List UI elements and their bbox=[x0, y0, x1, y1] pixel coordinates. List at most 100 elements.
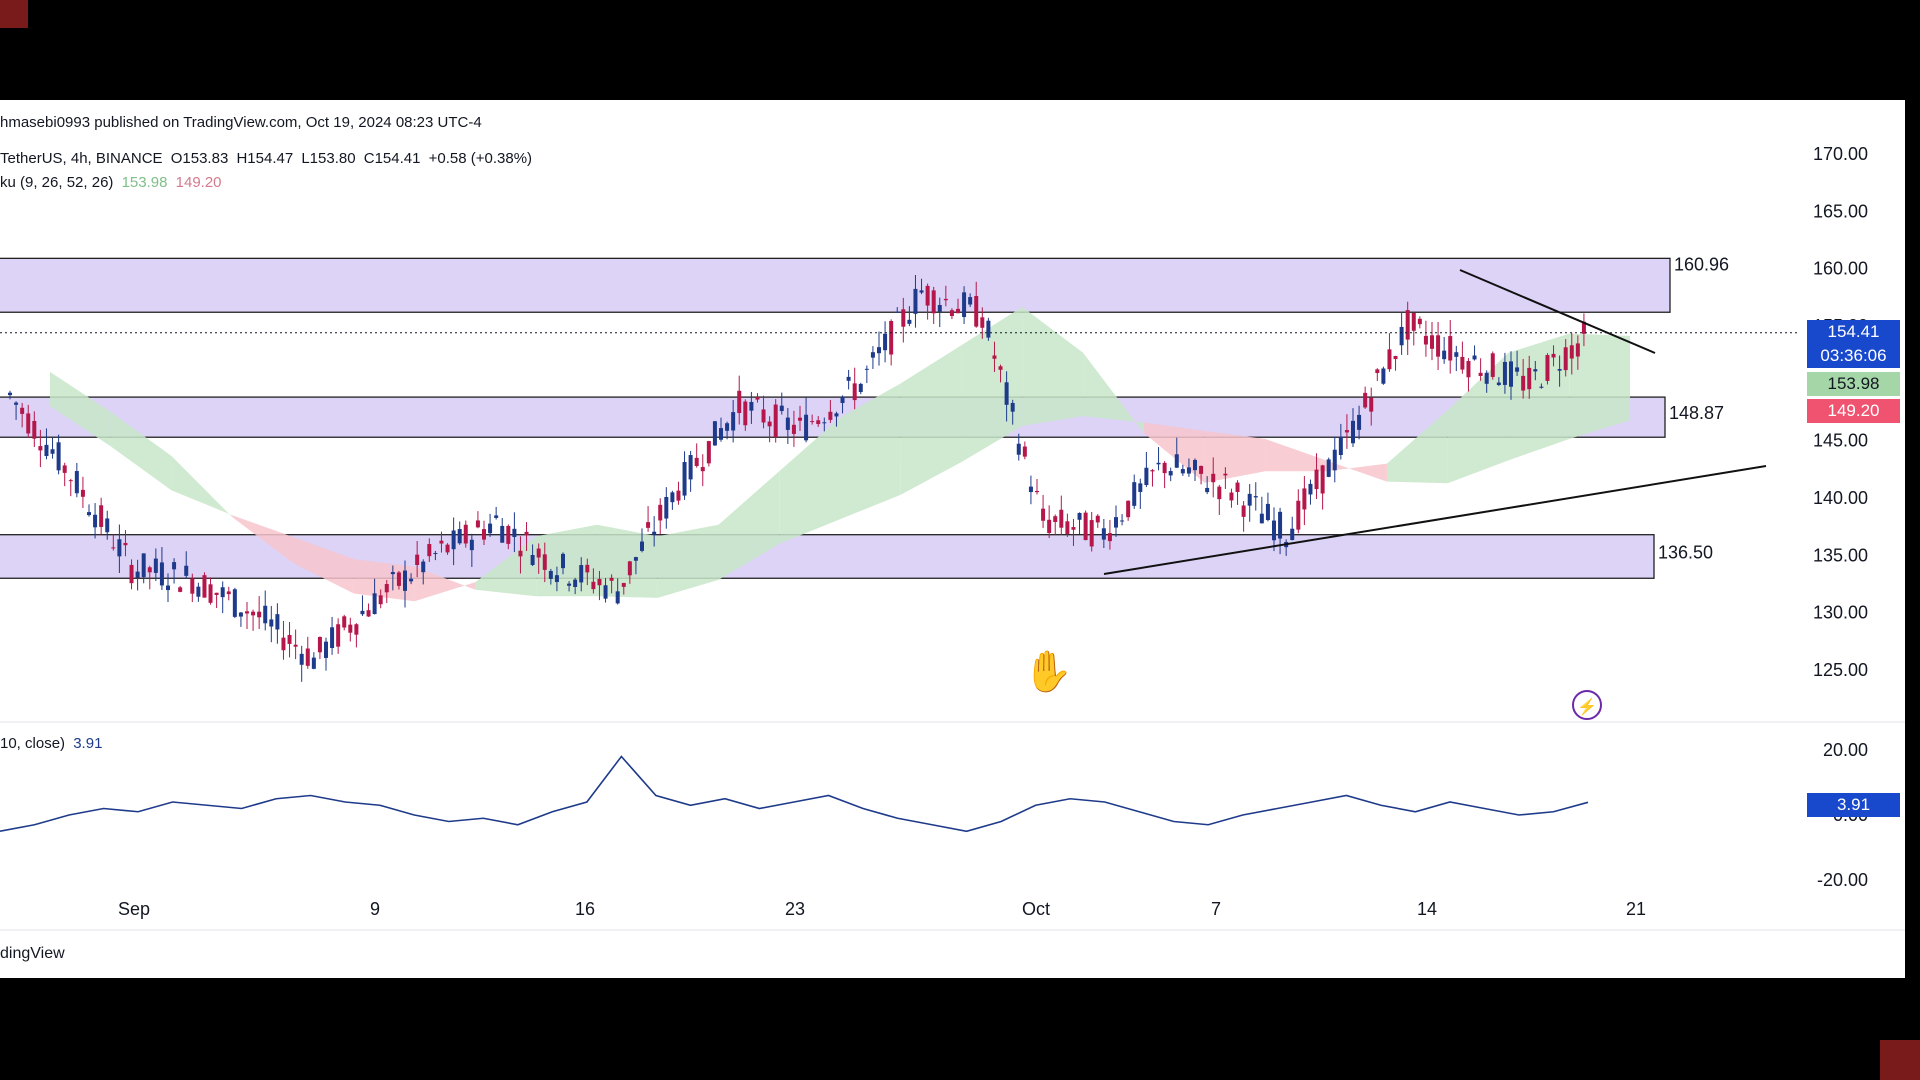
ichimoku-cloud-segment bbox=[1204, 430, 1266, 483]
candle-body bbox=[1411, 312, 1416, 331]
candle-body bbox=[737, 390, 742, 414]
ichimoku-cloud-segment bbox=[1083, 352, 1144, 434]
candle-body bbox=[1320, 465, 1325, 494]
candle-body bbox=[907, 319, 912, 324]
candle-body bbox=[798, 417, 802, 421]
price-axis-label: 130.00 bbox=[1813, 603, 1868, 623]
candle-body bbox=[311, 657, 316, 669]
candle-body bbox=[8, 392, 12, 396]
candle-body bbox=[962, 292, 967, 318]
span-a-tag: 153.98 bbox=[1807, 372, 1900, 396]
zone-level-label: 160.96 bbox=[1674, 254, 1729, 274]
candle-body bbox=[968, 297, 973, 305]
brand-watermark: dingView bbox=[0, 945, 65, 962]
candle-body bbox=[1083, 512, 1088, 541]
candle-body bbox=[1563, 347, 1568, 371]
time-axis-label: 16 bbox=[575, 899, 595, 919]
candle-body bbox=[366, 610, 371, 617]
candle-body bbox=[1442, 350, 1447, 360]
candle-body bbox=[93, 514, 98, 528]
candle-body bbox=[1381, 368, 1386, 384]
candle-body bbox=[676, 490, 681, 501]
candle-body bbox=[1022, 446, 1027, 457]
candle-body bbox=[56, 442, 61, 471]
candle-body bbox=[700, 467, 705, 472]
candle-body bbox=[1071, 527, 1076, 530]
price-axis-label: 160.00 bbox=[1813, 259, 1868, 279]
candle-body bbox=[615, 591, 620, 604]
candle-body bbox=[816, 420, 821, 425]
candle-body bbox=[670, 492, 675, 503]
candle-body bbox=[287, 634, 292, 644]
price-axis-label: 140.00 bbox=[1813, 488, 1868, 508]
candle-body bbox=[1150, 470, 1155, 472]
candle-body bbox=[500, 525, 505, 543]
candle-body bbox=[1278, 511, 1283, 539]
candle-body bbox=[1399, 326, 1404, 346]
candle-body bbox=[1557, 369, 1562, 371]
candle-body bbox=[439, 540, 444, 544]
candle-body bbox=[1496, 382, 1501, 385]
candle-body bbox=[1369, 397, 1374, 412]
candle-body bbox=[129, 564, 134, 584]
ichimoku-value-1: 153.98 bbox=[121, 174, 168, 191]
candle-body bbox=[184, 565, 189, 576]
candle-body bbox=[1114, 517, 1118, 528]
candle-body bbox=[111, 547, 116, 549]
candle-body bbox=[469, 539, 474, 551]
candle-body bbox=[804, 414, 809, 441]
candle-body bbox=[360, 610, 365, 615]
candle-body bbox=[688, 455, 693, 480]
change-value: +0.58 (+0.38%) bbox=[428, 150, 533, 167]
ascending-trendline bbox=[1103, 465, 1767, 575]
candle-body bbox=[263, 605, 268, 624]
candle-body bbox=[1314, 469, 1319, 490]
candle-body bbox=[889, 320, 894, 355]
candle-body bbox=[646, 522, 651, 528]
price-axis-label: 135.00 bbox=[1813, 545, 1868, 565]
support-resistance-zone bbox=[0, 534, 1655, 579]
candle-body bbox=[931, 290, 936, 314]
candle-body bbox=[1004, 382, 1009, 405]
candle-body bbox=[220, 587, 225, 598]
candle-body bbox=[1351, 420, 1355, 444]
candle-body bbox=[409, 578, 414, 582]
lightning-icon bbox=[1572, 690, 1602, 720]
candle-body bbox=[1296, 500, 1301, 530]
candle-body bbox=[561, 553, 565, 569]
candle-body bbox=[1344, 430, 1349, 433]
indicator-legend: ku (9, 26, 52, 26) 153.98 149.20 bbox=[0, 174, 226, 191]
candle-body bbox=[1436, 335, 1441, 357]
candle-body bbox=[530, 554, 535, 565]
candle-body bbox=[1357, 414, 1362, 430]
time-axis-label: Oct bbox=[1022, 899, 1050, 919]
candle-body bbox=[44, 444, 49, 457]
candle-body bbox=[1162, 462, 1167, 474]
chart-canvas[interactable]: 160.96148.87136.50170.00165.00160.00155.… bbox=[0, 100, 1905, 978]
chart-panel[interactable]: hmasebi0993 published on TradingView.com… bbox=[0, 100, 1905, 978]
candle-body bbox=[1545, 355, 1550, 381]
candle-body bbox=[1478, 372, 1483, 376]
candle-body bbox=[232, 589, 237, 617]
candle-body bbox=[1393, 355, 1398, 360]
candle-body bbox=[731, 412, 736, 431]
candle-body bbox=[919, 290, 924, 293]
candle-body bbox=[403, 570, 407, 591]
candle-body bbox=[986, 320, 991, 338]
time-axis-label: 21 bbox=[1626, 899, 1646, 919]
candle-body bbox=[1308, 483, 1313, 495]
candle-body bbox=[1089, 520, 1094, 547]
candle-body bbox=[518, 550, 523, 557]
candle-body bbox=[457, 529, 462, 544]
candle-body bbox=[761, 409, 766, 423]
candle-body bbox=[1193, 459, 1197, 471]
support-resistance-zone bbox=[0, 257, 1671, 313]
candle-body bbox=[1126, 500, 1131, 518]
candle-body bbox=[1041, 508, 1046, 521]
candle-body bbox=[1138, 483, 1143, 492]
symbol-label: TetherUS, 4h, BINANCE bbox=[0, 150, 163, 167]
hand-cursor-icon: ✋ bbox=[1023, 648, 1073, 694]
ichimoku-cloud-segment bbox=[353, 559, 415, 602]
candle-body bbox=[536, 548, 541, 558]
candle-body bbox=[390, 572, 395, 575]
